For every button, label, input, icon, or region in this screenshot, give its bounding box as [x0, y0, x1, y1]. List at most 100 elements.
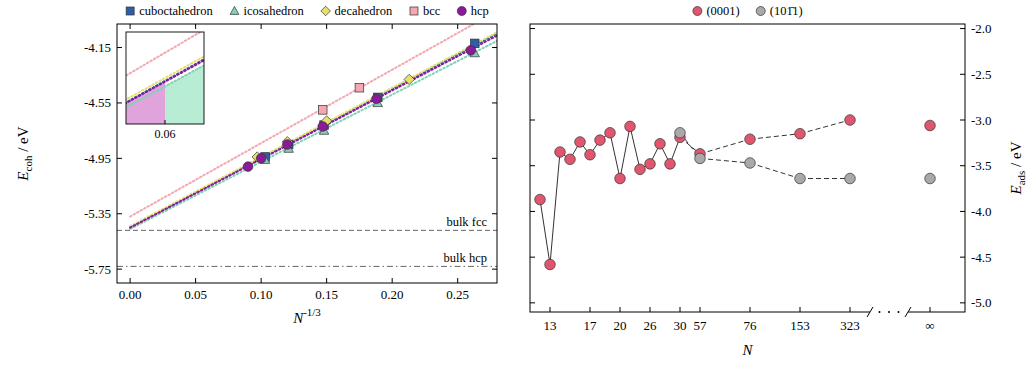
data-point	[675, 128, 686, 139]
y-tick	[117, 213, 122, 214]
x-tick	[261, 24, 262, 29]
y-tick	[960, 302, 965, 303]
y-tick	[960, 74, 965, 75]
connecting-line	[800, 120, 850, 134]
data-point	[256, 154, 266, 164]
x-tick-label: 26	[644, 318, 658, 333]
x-tick	[750, 307, 751, 312]
data-point	[695, 153, 706, 164]
data-point	[355, 83, 364, 92]
y-tick	[530, 120, 535, 121]
axis-title: Eads / eV	[1008, 141, 1027, 195]
reference-label: bulk hcp	[444, 251, 487, 265]
x-tick-label: 0.20	[381, 287, 404, 302]
connecting-line	[750, 163, 800, 179]
x-tick-label: 0.05	[184, 287, 207, 302]
legend: cuboctahedronicosahedrondecahedronbcchcp	[126, 4, 489, 18]
x-tick	[326, 278, 327, 283]
axis-title-main: E	[15, 171, 31, 181]
data-point	[318, 122, 328, 132]
x-tick	[130, 24, 131, 29]
data-point	[466, 46, 476, 56]
legend-marker	[230, 6, 239, 14]
y-tick-label: -5.35	[84, 206, 111, 221]
axis-break-dot	[888, 311, 890, 313]
x-tick-label: 30	[674, 318, 687, 333]
x-tick	[195, 24, 196, 29]
inset-fit-line	[126, 32, 204, 124]
y-tick-label: -4.0	[971, 204, 992, 219]
data-point	[595, 135, 606, 146]
data-point	[745, 134, 756, 145]
axis-title-unit: / eV	[15, 126, 31, 155]
y-tick-label: -3.5	[971, 158, 992, 173]
data-point	[545, 259, 556, 270]
axis-break-dot	[898, 311, 900, 313]
data-point	[845, 115, 856, 126]
x-tick	[392, 24, 393, 29]
y-tick	[492, 213, 497, 214]
x-tick	[392, 278, 393, 283]
plot-frame	[117, 24, 497, 283]
legend-label: decahedron	[335, 4, 393, 18]
x-tick-label: 17	[584, 318, 598, 333]
y-tick-label: -4.55	[84, 95, 111, 110]
connecting-line	[610, 133, 620, 179]
y-tick-label: -4.15	[84, 40, 111, 55]
data-point	[585, 149, 596, 160]
y-tick	[530, 302, 535, 303]
y-tick	[530, 74, 535, 75]
x-tick-label: 0.15	[315, 287, 338, 302]
data-point	[372, 94, 382, 104]
x-tick	[457, 24, 458, 29]
connecting-line	[750, 134, 800, 139]
legend-marker	[693, 7, 702, 16]
data-point	[243, 162, 253, 172]
plot-area	[535, 115, 936, 270]
axis-break-mark	[867, 307, 873, 317]
data-point	[665, 159, 676, 170]
data-point	[655, 138, 666, 149]
x-tick	[650, 307, 651, 312]
x-tick	[326, 24, 327, 29]
y-tick	[492, 269, 497, 270]
y-tick-label: -4.95	[84, 151, 111, 166]
x-tick	[550, 307, 551, 312]
inset-fit-line	[126, 32, 204, 124]
x-tick	[261, 278, 262, 283]
y-tick-label: -5.0	[971, 295, 992, 310]
y-tick	[492, 47, 497, 48]
x-tick	[930, 307, 931, 312]
y-tick	[530, 28, 535, 29]
y-tick	[530, 165, 535, 166]
y-tick-label: -2.0	[971, 21, 992, 36]
connecting-line	[540, 200, 550, 265]
y-tick	[530, 211, 535, 212]
axis-break-mark	[905, 307, 911, 317]
x-tick	[800, 307, 801, 312]
connecting-line	[700, 158, 750, 163]
data-point	[625, 121, 636, 132]
y-tick-label: -2.5	[971, 67, 992, 82]
connecting-line	[550, 152, 560, 264]
data-point	[745, 158, 756, 169]
y-tick	[492, 158, 497, 159]
y-tick	[117, 158, 122, 159]
plot-frame	[530, 24, 965, 312]
x-tick-label: 20	[614, 318, 627, 333]
axis-title: Ecoh / eV	[15, 126, 34, 181]
axis-title-sub: ads	[1015, 171, 1027, 186]
legend-label: bcc	[423, 4, 441, 18]
x-tick-label: 323	[840, 318, 860, 333]
y-tick	[960, 165, 965, 166]
legend-label: hcp	[471, 4, 489, 18]
x-tick-label: 0.10	[250, 287, 273, 302]
reference-line	[117, 266, 497, 267]
data-point	[925, 120, 936, 131]
data-point	[535, 194, 546, 205]
plot-area	[117, 24, 497, 266]
data-point	[645, 159, 656, 170]
y-tick-label: -3.0	[971, 113, 992, 128]
x-tick	[680, 307, 681, 312]
data-point	[283, 140, 293, 150]
